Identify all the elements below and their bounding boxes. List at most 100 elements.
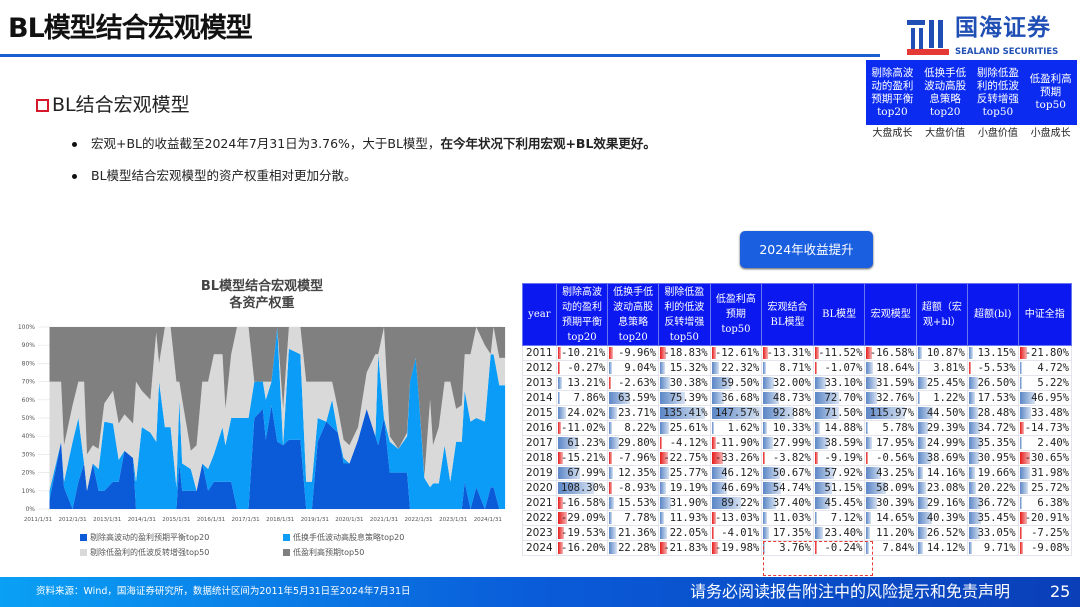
cell-value: 22.28% [618,541,657,554]
data-bar [866,392,878,404]
value-cell: 50.67% [761,465,814,481]
data-bar [968,392,975,404]
data-bar [763,482,782,494]
y-tick-label: 20% [22,470,36,477]
cell-value: 36.68% [721,391,760,404]
value-cell: 15.53% [607,495,660,511]
cell-value: 33.10% [824,376,863,389]
cell-value: 18.64% [876,361,915,374]
value-cell: 32.76% [864,390,918,406]
value-cell: -11.52% [812,345,866,361]
cell-value: 37.40% [772,496,811,509]
cell-value: -4.01% [721,526,760,539]
data-bar [660,422,669,434]
table-row: 2022 -29.09% 7.78% 11.93% -13.03% 11.03% 7.12%… [522,510,1073,526]
data-bar [814,527,823,539]
cell-value: 35.45% [977,511,1016,524]
data-bar [557,527,565,539]
value-cell: -18.83% [658,345,711,361]
cell-value: 92.88% [772,406,811,419]
data-bar [866,437,873,449]
data-bar [1019,482,1029,494]
cell-value: -20.91% [1024,511,1069,524]
value-cell: 36.68% [709,390,763,406]
year-cell: 2017 [522,435,557,451]
data-bar [660,392,686,404]
data-bar [711,512,716,524]
cell-value: -14.73% [1024,421,1069,434]
value-cell: 7.86% [555,390,609,406]
cell-value: 3.81% [933,361,965,374]
value-cell: 31.59% [864,375,918,391]
cell-value: 15.53% [618,496,657,509]
cell-value: 38.59% [824,436,863,449]
value-cell: 24.02% [555,405,609,421]
value-cell: 10.87% [916,345,968,361]
cell-value: 61.23% [567,436,606,449]
y-tick-label: 30% [22,451,36,458]
table-row: 2021 -16.58% 15.53% 31.90% 89.22% 37.40% 45.45… [522,495,1073,511]
cell-value: 46.69% [721,481,760,494]
data-bar [918,512,932,524]
data-bar [609,467,614,479]
data-bar [918,377,927,389]
data-bar [918,542,923,554]
value-cell: -29.09% [555,510,609,526]
value-cell: 4.72% [1017,360,1073,376]
cell-value: 21.36% [618,526,657,539]
cell-value: 28.48% [977,406,1016,419]
title-divider [0,54,880,57]
table-row: 2013 13.21% -2.63% 30.38% 59.50% 32.00% 33.10%… [522,375,1073,391]
sealand-logo-icon [907,20,949,55]
value-cell: -16.20% [555,540,609,556]
style-legend-box: 剔除高波动的盈利预期平衡top20 低换手低波动高股息策略top20 剔除低盈利… [866,60,1077,125]
value-cell: 75.39% [658,390,711,406]
bullet-item: BL模型结合宏观模型的资产权重相对更加分散。 [72,168,357,184]
data-bar [918,527,927,539]
cell-value: -30.65% [1024,451,1069,464]
value-cell: 19.66% [966,465,1019,481]
table-row: 2014 7.86% 63.59% 75.39% 36.68% 48.73% 72.70% 3… [522,390,1073,406]
value-cell: 13.15% [966,345,1019,361]
data-bar [1019,437,1022,449]
value-cell: 1.22% [916,390,968,406]
cell-value: -11.52% [818,346,863,359]
cell-value: 14.88% [824,421,863,434]
data-bar [557,482,594,494]
data-bar [660,512,664,524]
value-cell: 17.35% [761,525,814,541]
data-bar [866,467,881,479]
style-item: 剔除低盈利的低波反转增强top50 [976,66,1019,118]
column-header: 剔除高波动的盈利预期平衡top20 [555,283,609,346]
year-cell: 2015 [522,405,557,421]
value-cell: 11.93% [658,510,711,526]
value-cell: 13.21% [555,375,609,391]
value-cell: -19.53% [555,525,609,541]
cell-value: 67.99% [567,466,606,479]
table-row: 2017 61.23% 29.80% -4.12% -11.90% 27.99% 38.59… [522,435,1073,451]
value-cell: -4.12% [658,435,711,451]
cell-value: 8.71% [779,361,811,374]
cell-value: 33.48% [1031,406,1069,419]
cell-value: -15.21% [561,451,606,464]
data-bar [1019,422,1025,434]
value-cell: 11.03% [761,510,814,526]
data-bar [557,467,581,479]
data-bar [711,422,714,434]
cell-value: 6.38% [1037,496,1069,509]
cell-value: -9.19% [824,451,863,464]
cell-value: 17.95% [876,436,915,449]
data-bar [763,452,766,464]
cell-value: 10.87% [926,346,965,359]
cell-value: 12.35% [618,466,657,479]
data-bar [814,392,840,404]
value-cell: -9.08% [1017,540,1073,556]
cell-value: 33.05% [977,526,1016,539]
data-bar [711,482,728,494]
cell-value: -21.83% [663,541,708,554]
data-bar [1019,497,1022,509]
cell-value: 108.30% [561,481,606,494]
data-bar [918,362,921,374]
value-cell: 23.40% [812,525,866,541]
x-tick-label: 2018/1/31 [266,517,294,523]
